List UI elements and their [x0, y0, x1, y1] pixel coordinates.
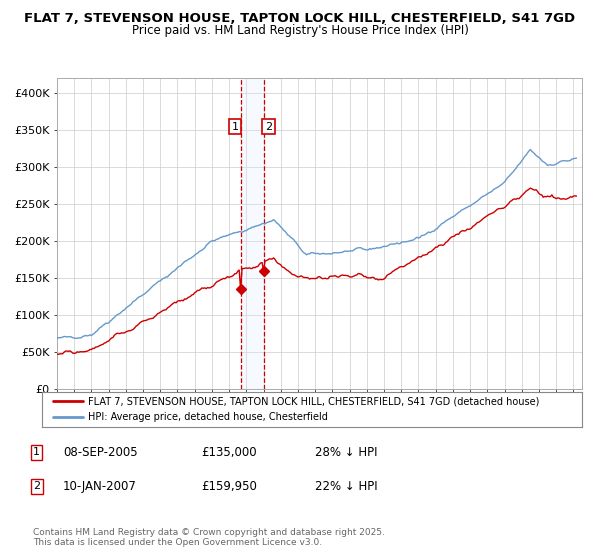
- Text: Price paid vs. HM Land Registry's House Price Index (HPI): Price paid vs. HM Land Registry's House …: [131, 24, 469, 37]
- Text: 10-JAN-2007: 10-JAN-2007: [63, 479, 137, 493]
- Text: FLAT 7, STEVENSON HOUSE, TAPTON LOCK HILL, CHESTERFIELD, S41 7GD (detached house: FLAT 7, STEVENSON HOUSE, TAPTON LOCK HIL…: [88, 396, 539, 407]
- Text: Contains HM Land Registry data © Crown copyright and database right 2025.
This d: Contains HM Land Registry data © Crown c…: [33, 528, 385, 547]
- Bar: [241, 78, 264, 389]
- Text: 22% ↓ HPI: 22% ↓ HPI: [315, 479, 377, 493]
- Text: £159,950: £159,950: [201, 479, 257, 493]
- Text: 2: 2: [265, 122, 272, 132]
- Text: 2: 2: [33, 481, 40, 491]
- Text: 28% ↓ HPI: 28% ↓ HPI: [315, 446, 377, 459]
- Text: FLAT 7, STEVENSON HOUSE, TAPTON LOCK HILL, CHESTERFIELD, S41 7GD: FLAT 7, STEVENSON HOUSE, TAPTON LOCK HIL…: [25, 12, 575, 25]
- Text: HPI: Average price, detached house, Chesterfield: HPI: Average price, detached house, Ches…: [88, 412, 328, 422]
- Text: 08-SEP-2005: 08-SEP-2005: [63, 446, 137, 459]
- Text: 1: 1: [33, 447, 40, 458]
- Text: 1: 1: [232, 122, 238, 132]
- Text: £135,000: £135,000: [201, 446, 257, 459]
